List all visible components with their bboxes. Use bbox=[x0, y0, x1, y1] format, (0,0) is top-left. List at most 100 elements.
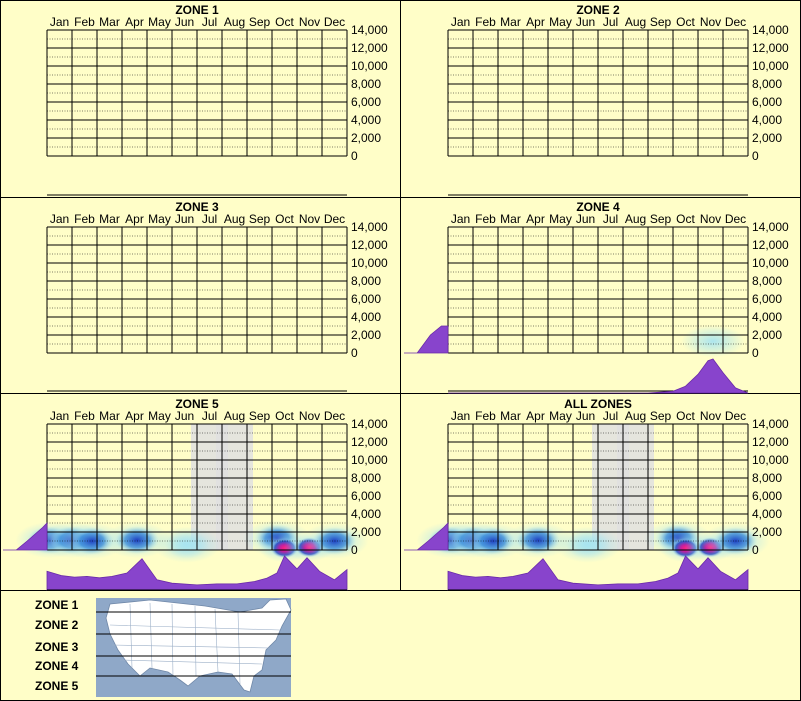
month-tick-label: Dec bbox=[324, 15, 345, 29]
y-tick-label: 12,000 bbox=[351, 238, 388, 252]
month-tick-label: Sep bbox=[249, 409, 271, 423]
zone-map bbox=[96, 598, 292, 697]
month-tick-label: Dec bbox=[324, 212, 345, 226]
y-tick-label: 2,000 bbox=[351, 131, 381, 145]
zone-legend-label: ZONE 1 bbox=[35, 598, 79, 612]
month-tick-label: Jan bbox=[50, 15, 69, 29]
y-tick-label: 8,000 bbox=[351, 77, 381, 91]
month-tick-label: Jan bbox=[50, 409, 69, 423]
heat-point bbox=[115, 526, 159, 555]
y-tick-label: 12,000 bbox=[351, 435, 388, 449]
y-tick-label: 4,000 bbox=[351, 113, 381, 127]
month-tick-label: Mar bbox=[99, 15, 120, 29]
month-tick-label: Mar bbox=[99, 212, 120, 226]
month-tick-label: Feb bbox=[475, 212, 496, 226]
month-tick-label: Jul bbox=[202, 409, 217, 423]
value-density-area bbox=[404, 522, 449, 551]
month-tick-label: Nov bbox=[700, 409, 721, 423]
month-tick-label: Apr bbox=[125, 409, 144, 423]
month-tick-label: Jan bbox=[451, 212, 470, 226]
month-tick-label: May bbox=[549, 15, 572, 29]
y-tick-label: 6,000 bbox=[351, 95, 381, 109]
month-tick-label: Jul bbox=[603, 212, 618, 226]
month-tick-label: Nov bbox=[700, 212, 721, 226]
month-tick-label: Apr bbox=[526, 212, 545, 226]
month-tick-label: May bbox=[148, 212, 171, 226]
y-tick-label: 0 bbox=[351, 346, 358, 360]
month-tick-label: Jul bbox=[202, 212, 217, 226]
y-tick-label: 12,000 bbox=[752, 435, 789, 449]
month-tick-label: Oct bbox=[676, 15, 695, 29]
month-tick-label: Jun bbox=[576, 409, 595, 423]
y-tick-label: 14,000 bbox=[351, 23, 388, 37]
month-tick-label: Sep bbox=[650, 409, 672, 423]
month-density-area bbox=[447, 555, 749, 591]
map-state-line bbox=[109, 624, 281, 631]
chart-title: ZONE 2 bbox=[576, 3, 620, 17]
month-tick-label: Apr bbox=[526, 409, 545, 423]
month-tick-label: May bbox=[549, 409, 572, 423]
month-tick-label: Apr bbox=[125, 212, 144, 226]
y-tick-label: 6,000 bbox=[351, 292, 381, 306]
month-tick-label: Oct bbox=[676, 212, 695, 226]
month-tick-label: Sep bbox=[650, 15, 672, 29]
month-tick-label: Oct bbox=[275, 409, 294, 423]
y-tick-label: 2,000 bbox=[351, 525, 381, 539]
month-tick-label: May bbox=[549, 212, 572, 226]
month-tick-label: Oct bbox=[676, 409, 695, 423]
month-tick-label: Sep bbox=[249, 15, 271, 29]
y-tick-label: 8,000 bbox=[752, 77, 782, 91]
map-state-line bbox=[171, 603, 174, 679]
month-tick-label: Apr bbox=[526, 15, 545, 29]
chart-title: ALL ZONES bbox=[564, 397, 632, 411]
y-tick-label: 12,000 bbox=[752, 238, 789, 252]
map-state-line bbox=[214, 608, 219, 673]
chart-title: ZONE 4 bbox=[576, 200, 620, 214]
month-tick-label: Dec bbox=[725, 212, 746, 226]
month-tick-label: Mar bbox=[99, 409, 120, 423]
y-tick-label: 10,000 bbox=[351, 59, 388, 73]
chart-panel-5: ZONE 5 Jan Feb Mar Apr May Jun Jul Aug Sep Oct Nov D… bbox=[3, 397, 388, 591]
y-tick-label: 14,000 bbox=[351, 220, 388, 234]
y-tick-label: 12,000 bbox=[752, 41, 789, 55]
month-tick-label: Aug bbox=[224, 15, 245, 29]
month-tick-label: Nov bbox=[299, 212, 320, 226]
value-density-area bbox=[404, 325, 449, 354]
y-tick-label: 14,000 bbox=[752, 23, 789, 37]
y-tick-label: 0 bbox=[351, 543, 358, 557]
month-tick-label: Jun bbox=[576, 15, 595, 29]
month-tick-label: Jul bbox=[202, 15, 217, 29]
zone-legend-label: ZONE 4 bbox=[35, 659, 79, 673]
month-density-area bbox=[448, 358, 749, 394]
heat-point bbox=[516, 526, 560, 555]
month-tick-label: Jun bbox=[576, 212, 595, 226]
month-tick-label: Nov bbox=[299, 409, 320, 423]
month-tick-label: Jan bbox=[451, 15, 470, 29]
zone-legend: ZONE 1 ZONE 2 ZONE 3 ZONE 4 ZONE 5 bbox=[35, 598, 292, 697]
heat-point bbox=[681, 325, 745, 358]
chart-panel-6: ALL ZONES Jan Feb Mar Apr May Jun Jul Aug Sep Oct N… bbox=[404, 397, 789, 591]
y-tick-label: 8,000 bbox=[752, 274, 782, 288]
zone-legend-label: ZONE 5 bbox=[35, 679, 79, 693]
month-tick-label: Oct bbox=[275, 15, 294, 29]
month-tick-label: Sep bbox=[249, 212, 271, 226]
map-state-line bbox=[111, 644, 271, 649]
month-tick-label: May bbox=[148, 15, 171, 29]
y-tick-label: 4,000 bbox=[752, 113, 782, 127]
month-tick-label: Jun bbox=[175, 212, 194, 226]
y-tick-label: 8,000 bbox=[351, 471, 381, 485]
map-state-line bbox=[194, 605, 197, 677]
month-tick-label: Feb bbox=[74, 15, 95, 29]
y-tick-label: 10,000 bbox=[752, 256, 789, 270]
month-tick-label: Aug bbox=[625, 409, 646, 423]
month-tick-label: Jul bbox=[603, 15, 618, 29]
chart-title: ZONE 3 bbox=[175, 200, 219, 214]
month-tick-label: Dec bbox=[725, 15, 746, 29]
map-state-line bbox=[237, 611, 241, 685]
month-tick-label: Jun bbox=[175, 409, 194, 423]
zone-legend-label: ZONE 2 bbox=[35, 618, 79, 632]
month-tick-label: Aug bbox=[625, 15, 646, 29]
month-tick-label: Nov bbox=[700, 15, 721, 29]
